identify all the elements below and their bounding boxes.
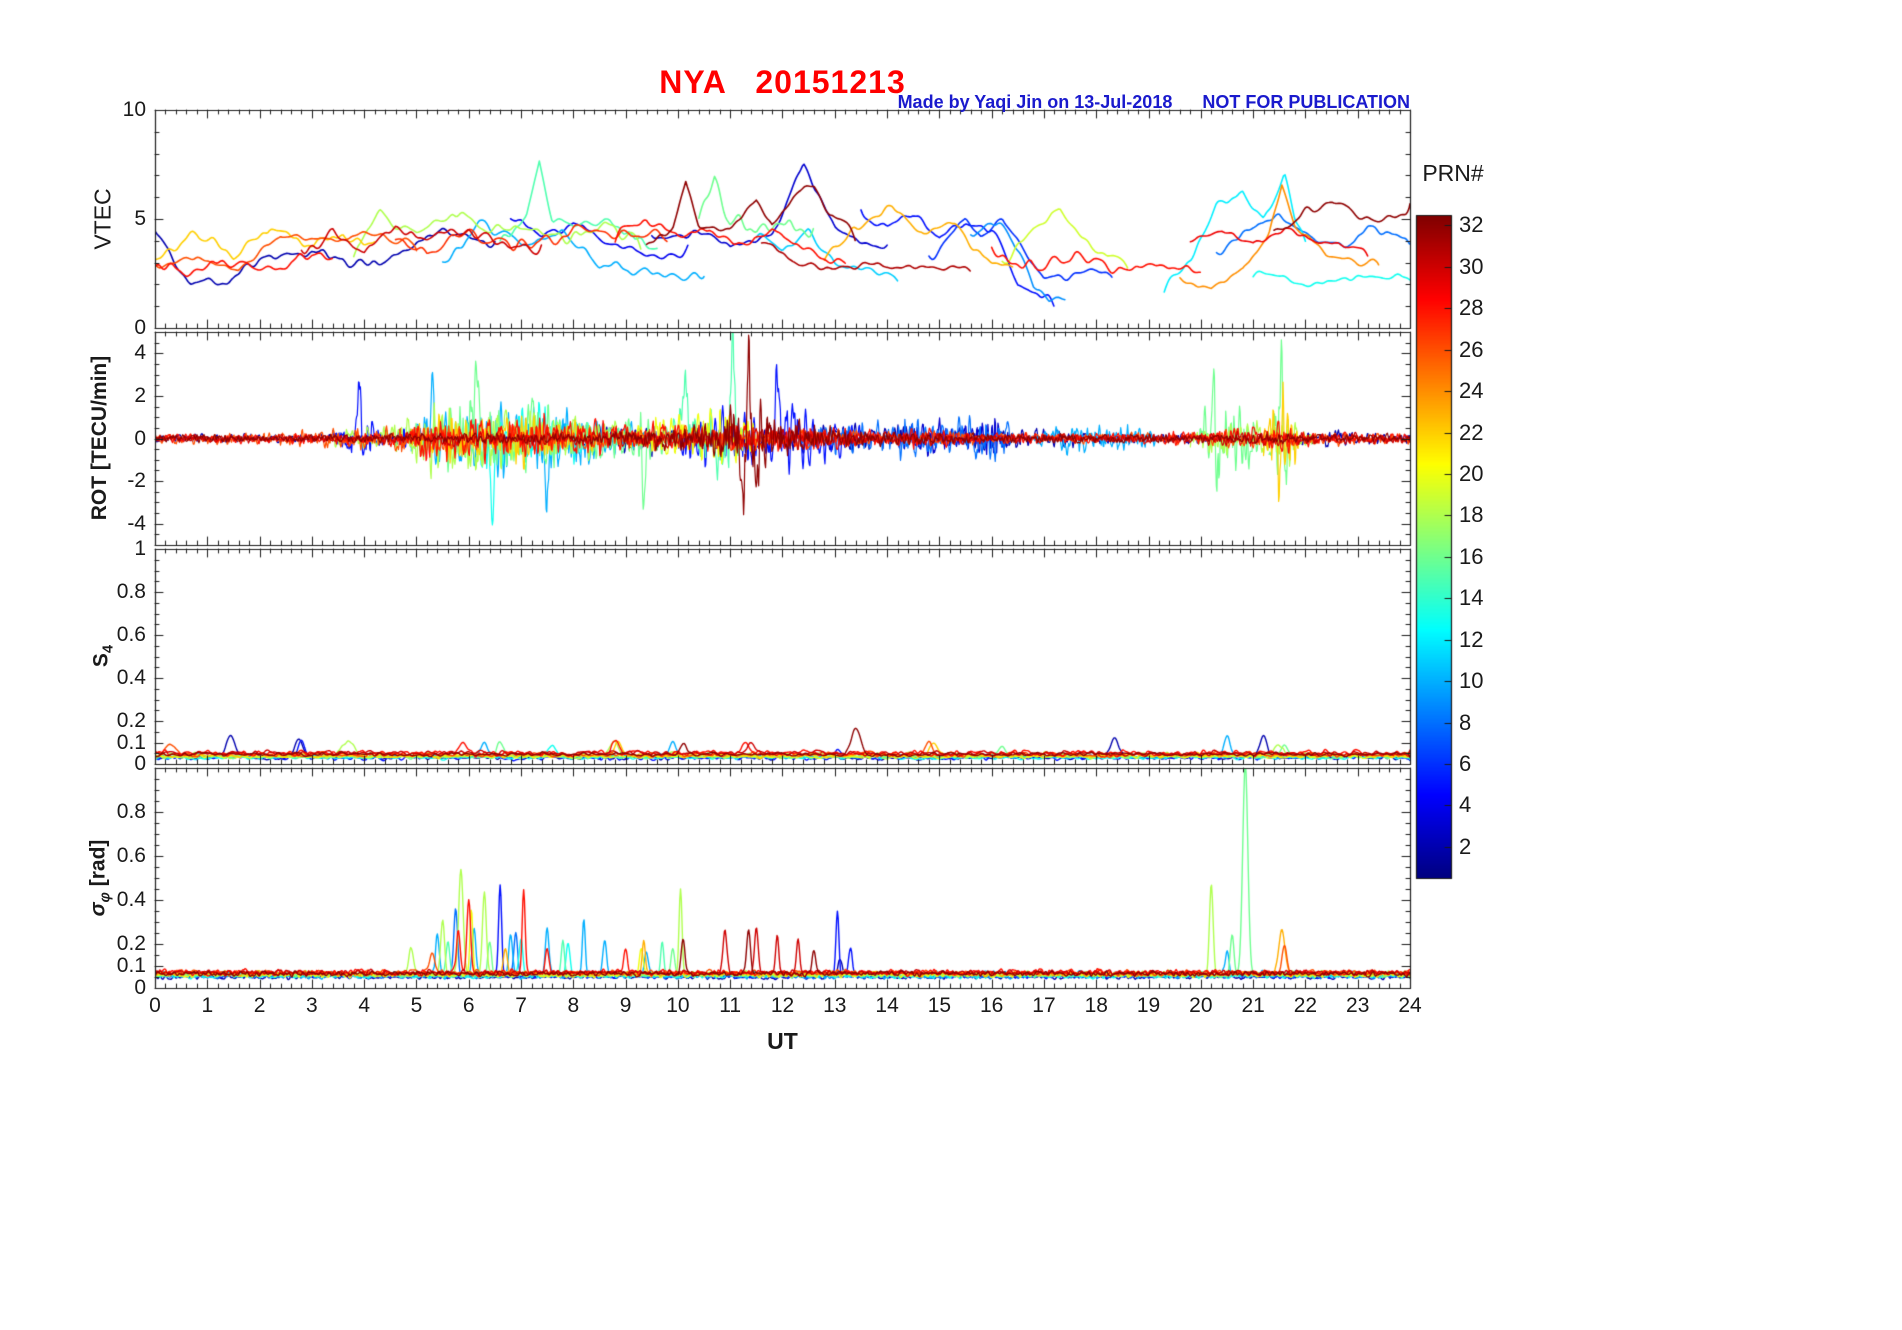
colorbar-tick-label: 26 xyxy=(1459,336,1484,362)
y-tick-label: -2 xyxy=(127,469,146,493)
ylabel-sigma-phi: σφ [rad] xyxy=(86,839,114,917)
ylabel-vtec: VTEC xyxy=(89,188,116,250)
x-tick-label: 10 xyxy=(666,994,690,1017)
colorbar-tick-label: 30 xyxy=(1459,253,1484,279)
colorbar-tick-label: 14 xyxy=(1459,585,1484,611)
x-tick-label: 13 xyxy=(823,994,847,1017)
y-tick-label: 4 xyxy=(134,341,146,365)
y-tick-label: 0 xyxy=(134,316,146,339)
x-tick-label: 2 xyxy=(253,994,266,1017)
colorbar-tick-label: 10 xyxy=(1459,668,1484,694)
chart-title: NYA 20151213 xyxy=(659,64,906,100)
x-tick-label: 15 xyxy=(927,994,952,1017)
x-tick-label: 18 xyxy=(1084,994,1108,1017)
y-tick-label: 10 xyxy=(122,98,146,121)
colorbar-tick-label: 6 xyxy=(1459,751,1472,777)
y-tick-label: 0.6 xyxy=(116,844,146,867)
y-tick-label: 0.6 xyxy=(116,623,146,646)
x-tick-label: 6 xyxy=(462,994,475,1017)
y-tick-label: 0 xyxy=(134,752,146,775)
colorbar-tick-label: 20 xyxy=(1459,460,1484,486)
y-tick-label: 0 xyxy=(134,426,146,450)
ylabel-rot: ROT [TECU/min] xyxy=(88,355,111,521)
colorbar-tick-label: 22 xyxy=(1459,419,1484,445)
y-tick-label: 1 xyxy=(134,537,146,560)
watermark-text: Made by Yaqi Jin on 13-Jul-2018 NOT FOR … xyxy=(897,92,1410,112)
x-tick-label: 23 xyxy=(1346,994,1370,1017)
colorbar-tick-label: 28 xyxy=(1459,295,1484,321)
x-axis-label: UT xyxy=(767,1028,798,1054)
x-tick-label: 3 xyxy=(306,994,318,1017)
colorbar-tick-label: 2 xyxy=(1459,833,1472,859)
y-tick-label: -4 xyxy=(127,511,146,535)
y-tick-label: 5 xyxy=(134,207,146,230)
y-tick-label: 0.8 xyxy=(116,800,146,823)
x-tick-label: 21 xyxy=(1241,994,1265,1017)
x-tick-label: 7 xyxy=(515,994,527,1017)
x-tick-label: 1 xyxy=(201,994,214,1017)
x-tick-label: 0 xyxy=(149,994,161,1017)
x-tick-label: 4 xyxy=(358,994,370,1017)
y-tick-label: 0.8 xyxy=(116,580,146,603)
y-tick-label: 2 xyxy=(134,383,146,407)
x-tick-label: 14 xyxy=(875,994,899,1017)
x-tick-label: 24 xyxy=(1398,994,1422,1017)
x-tick-label: 17 xyxy=(1032,994,1056,1017)
colorbar-tick-label: 8 xyxy=(1459,709,1472,735)
colorbar-tick-label: 32 xyxy=(1459,212,1484,238)
x-tick-label: 8 xyxy=(567,994,580,1017)
x-tick-label: 12 xyxy=(770,994,795,1017)
colorbar-tick-label: 16 xyxy=(1459,543,1484,569)
x-tick-label: 16 xyxy=(979,994,1004,1017)
colorbar-tick-label: 24 xyxy=(1459,378,1484,404)
colorbar-label: PRN# xyxy=(1422,160,1484,186)
y-tick-label: 0.2 xyxy=(116,932,146,955)
x-tick-label: 19 xyxy=(1136,994,1161,1017)
x-tick-label: 5 xyxy=(410,994,423,1017)
y-tick-label: 0 xyxy=(134,976,146,999)
ylabel-s4: S4 xyxy=(89,644,117,668)
colorbar-tick-label: 12 xyxy=(1459,626,1484,652)
x-tick-label: 20 xyxy=(1189,994,1213,1017)
x-tick-label: 9 xyxy=(619,994,632,1017)
colorbar-tick-label: 4 xyxy=(1459,792,1472,818)
y-tick-label: 0.4 xyxy=(116,666,146,689)
x-tick-label: 11 xyxy=(719,994,742,1017)
y-tick-label: 0.4 xyxy=(116,888,146,911)
y-tick-label: 0.2 xyxy=(116,709,146,732)
y-tick-label: 0.1 xyxy=(116,730,146,754)
x-tick-label: 22 xyxy=(1293,994,1318,1017)
y-tick-label: 0.1 xyxy=(116,954,146,977)
colorbar-tick-label: 18 xyxy=(1459,502,1484,528)
